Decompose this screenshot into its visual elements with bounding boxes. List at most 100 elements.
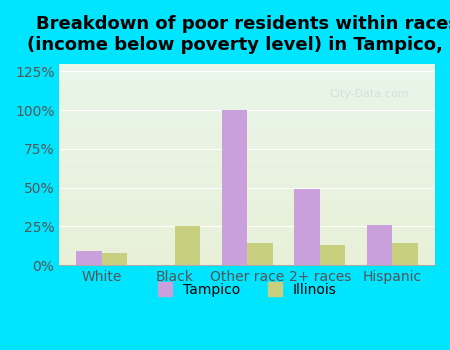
- Bar: [76, 251, 102, 265]
- Bar: [59, 122, 435, 123]
- Bar: [59, 97, 435, 98]
- Bar: [59, 64, 435, 65]
- Bar: [59, 159, 435, 160]
- Bar: [59, 212, 435, 213]
- Bar: [59, 66, 435, 67]
- Bar: [59, 205, 435, 206]
- Bar: [59, 158, 435, 159]
- Bar: [59, 236, 435, 237]
- Bar: [59, 186, 435, 187]
- Bar: [59, 224, 435, 225]
- Bar: [59, 154, 435, 155]
- Bar: [59, 222, 435, 223]
- Bar: [59, 178, 435, 180]
- Bar: [59, 257, 435, 258]
- Bar: [59, 152, 435, 153]
- Bar: [59, 110, 435, 111]
- Bar: [59, 114, 435, 115]
- Bar: [59, 93, 435, 94]
- Bar: [59, 196, 435, 197]
- Bar: [59, 94, 435, 95]
- Bar: [59, 130, 435, 131]
- Bar: [59, 200, 435, 201]
- Bar: [59, 243, 435, 244]
- Bar: [59, 190, 435, 191]
- Bar: [59, 156, 435, 158]
- Bar: [59, 170, 435, 172]
- Bar: [59, 248, 435, 249]
- Legend: Tampico, Illinois: Tampico, Illinois: [152, 276, 342, 302]
- Bar: [59, 258, 435, 259]
- Bar: [59, 210, 435, 211]
- Bar: [59, 207, 435, 208]
- Bar: [59, 203, 435, 204]
- Bar: [59, 240, 435, 241]
- Bar: [59, 88, 435, 89]
- Bar: [59, 146, 435, 147]
- Bar: [59, 208, 435, 209]
- Bar: [59, 201, 435, 202]
- Bar: [59, 256, 435, 257]
- Bar: [59, 215, 435, 216]
- Bar: [59, 261, 435, 262]
- Bar: [59, 135, 435, 136]
- Bar: [59, 125, 435, 126]
- Bar: [59, 133, 435, 134]
- Bar: [59, 187, 435, 188]
- Bar: [59, 183, 435, 184]
- Bar: [59, 140, 435, 141]
- Bar: [320, 245, 345, 265]
- Bar: [59, 235, 435, 236]
- Bar: [59, 115, 435, 116]
- Bar: [59, 238, 435, 239]
- Bar: [59, 95, 435, 96]
- Bar: [59, 101, 435, 102]
- Bar: [59, 151, 435, 152]
- Bar: [59, 227, 435, 228]
- Bar: [59, 87, 435, 88]
- Bar: [59, 76, 435, 77]
- Bar: [59, 262, 435, 263]
- Bar: [59, 193, 435, 194]
- Bar: [59, 77, 435, 78]
- Bar: [59, 147, 435, 148]
- Bar: [59, 119, 435, 120]
- Bar: [59, 128, 435, 129]
- Bar: [59, 106, 435, 107]
- Bar: [59, 73, 435, 74]
- Bar: [59, 109, 435, 110]
- Bar: [59, 143, 435, 144]
- Bar: [59, 71, 435, 72]
- Bar: [59, 123, 435, 124]
- Bar: [59, 98, 435, 99]
- Bar: [59, 226, 435, 227]
- Bar: [59, 209, 435, 210]
- Bar: [59, 84, 435, 85]
- Bar: [59, 149, 435, 150]
- Bar: [59, 80, 435, 81]
- Bar: [59, 78, 435, 79]
- Bar: [59, 249, 435, 250]
- Bar: [59, 237, 435, 238]
- Bar: [59, 83, 435, 84]
- Bar: [59, 107, 435, 108]
- Bar: [59, 96, 435, 97]
- Bar: [59, 85, 435, 86]
- Bar: [59, 150, 435, 151]
- Bar: [59, 155, 435, 156]
- Bar: [59, 263, 435, 264]
- Bar: [59, 213, 435, 214]
- Bar: [59, 197, 435, 198]
- Bar: [59, 118, 435, 119]
- Bar: [59, 228, 435, 229]
- Bar: [59, 163, 435, 164]
- Bar: [59, 223, 435, 224]
- Bar: [59, 176, 435, 177]
- Bar: [59, 220, 435, 221]
- Bar: [59, 70, 435, 71]
- Bar: [59, 246, 435, 247]
- Bar: [59, 144, 435, 145]
- Bar: [59, 148, 435, 149]
- Bar: [59, 168, 435, 169]
- Bar: [59, 188, 435, 189]
